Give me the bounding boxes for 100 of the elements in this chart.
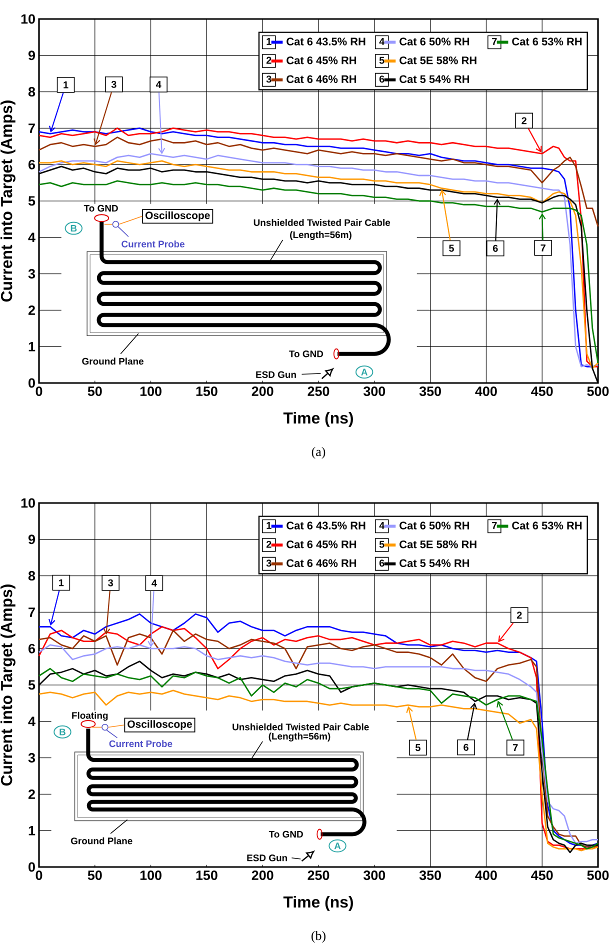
annotation: Current Probe [122,240,185,248]
annotation: (Length=56m) [268,732,330,742]
annotation: To GND [289,350,324,358]
annotation: Oscilloscope [128,720,192,730]
x-tick-label: 50 [88,386,102,396]
y-tick-label: 9 [28,534,35,544]
legend-label: Cat 6 43.5% RH [286,38,366,46]
annotation: 1 [64,81,68,88]
x-tick-label: 150 [196,870,218,880]
y-tick-label: 6 [28,160,35,170]
text: 4 [379,522,385,529]
text: (b) [312,931,326,943]
y-axis-title: Current into Target (Amps) [0,100,16,302]
annotation: ESD Gun [256,371,296,378]
legend-label: Cat 6 46% RH [286,75,356,84]
y-tick-label: 10 [21,498,35,508]
annotation: (Length=56m) [290,231,352,240]
y-tick-label: 7 [28,124,35,133]
text: 4 [379,38,385,45]
annotation: 6 [464,744,468,751]
y-tick-label: 7 [28,608,35,617]
x-tick-label: 200 [252,870,274,880]
x-tick-label: 0 [36,870,42,880]
x-tick-label: 500 [587,870,609,880]
text: 6 [379,560,384,567]
text: 6 [379,76,384,83]
annotation: 3 [108,579,113,586]
legend-label: Cat 6 50% RH [400,38,470,46]
annotation: 7 [540,244,546,252]
x-tick-label: 450 [531,870,553,880]
annotation: 5 [449,244,454,252]
text: 2 [266,540,272,548]
annotation: Floating [72,712,108,721]
annotation: Ground Plane [82,358,144,365]
annotation: Oscilloscope [146,211,210,222]
y-tick-label: 5 [28,196,36,206]
y-tick-label: 8 [28,87,36,97]
y-tick-label: 10 [21,14,35,24]
text: 5 [379,540,384,548]
legend-label: Cat 6 46% RH [286,559,356,568]
x-axis-title: Time (ns) [283,896,353,911]
annotation: 5 [415,744,420,752]
legend-label: Cat 6 43.5% RH [286,522,366,530]
y-tick-label: 2 [28,790,35,799]
y-tick-label: 3 [28,753,35,763]
x-tick-label: 100 [140,870,162,880]
annotation: Ground Plane [70,837,132,844]
y-tick-label: 2 [28,305,35,315]
legend-label: Cat 5E 58% RH [400,540,476,548]
y-tick-label: 4 [28,716,36,726]
text: 3 [266,76,272,83]
annotation: B [70,225,77,232]
annotation: 2 [522,117,526,124]
text: 3 [266,560,272,567]
text: (a) [312,447,326,459]
text: 7 [492,38,497,45]
annotation: Unshielded Twisted Pair Cable [254,218,390,226]
x-tick-label: 200 [252,386,274,396]
annotation: Current Probe [109,740,172,748]
legend-label: Cat 5 54% RH [400,75,470,84]
annotation: 6 [492,244,498,252]
legend-label: Cat 6 45% RH [286,56,356,64]
legend-label: Cat 6 53% RH [512,522,582,530]
text: 5 [379,56,384,64]
y-tick-label: 3 [28,269,35,279]
x-tick-label: 400 [475,386,497,396]
x-tick-label: 50 [88,870,102,880]
y-tick-label: 9 [28,50,35,60]
x-tick-label: 400 [475,870,497,880]
annotation: 3 [111,80,116,88]
x-tick-label: 0 [36,386,42,396]
annotation: 4 [152,580,157,587]
y-tick-label: 0 [28,378,35,388]
legend-label: Cat 6 45% RH [286,540,356,548]
annotation: 2 [516,612,522,619]
text: 1 [266,522,272,529]
annotation: Unshielded Twisted Pair Cable [232,723,369,730]
x-tick-label: 350 [419,386,441,396]
y-tick-label: 5 [28,680,36,690]
x-tick-label: 150 [196,386,218,396]
annotation: To GND [268,830,303,838]
x-tick-label: 250 [308,386,330,396]
legend-label: Cat 6 53% RH [512,38,582,46]
x-tick-label: 300 [363,870,386,880]
y-axis-title: Current into Target (Amps) [0,584,16,786]
annotation: ESD Gun [247,854,287,862]
text: 2 [266,56,272,64]
x-tick-label: 100 [140,386,162,396]
annotation: 1 [59,579,64,586]
legend-label: Cat 5 54% RH [400,559,470,568]
x-tick-label: 350 [419,870,441,880]
text: 7 [492,522,497,529]
x-tick-label: 500 [587,386,609,396]
x-tick-label: 450 [531,386,553,396]
annotation: A [361,368,368,376]
y-tick-label: 4 [28,232,36,242]
y-tick-label: 0 [28,862,35,872]
annotation: A [334,842,341,850]
y-tick-label: 8 [28,571,36,581]
x-tick-label: 250 [308,870,330,880]
